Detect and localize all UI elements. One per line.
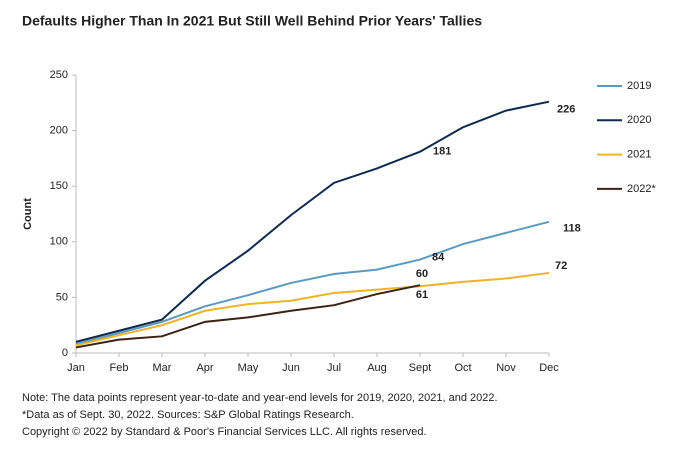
data-label: 84 — [432, 251, 445, 263]
x-tick-label: Aug — [367, 362, 387, 374]
line — [75, 284, 421, 349]
legend-label: 2021 — [627, 149, 651, 161]
data-label: 60 — [416, 268, 428, 280]
x-tick-label: Jun — [282, 362, 300, 374]
x-tick-label: Dec — [539, 362, 559, 374]
data-label: 181 — [433, 146, 451, 158]
y-tick-label: 100 — [50, 236, 68, 248]
x-tick-label: Jul — [327, 362, 341, 374]
chart-title: Defaults Higher Than In 2021 But Still W… — [22, 13, 482, 29]
y-axis-label: Count — [22, 198, 34, 230]
line — [75, 220, 550, 346]
note: Note: The data points represent year-to-… — [22, 392, 498, 404]
note: Copyright © 2022 by Standard & Poor's Fi… — [22, 426, 427, 438]
line — [75, 271, 550, 347]
x-tick-label: Sept — [409, 362, 432, 374]
note: *Data as of Sept. 30, 2022. Sources: S&P… — [22, 409, 354, 421]
x-tick-label: Jan — [67, 362, 85, 374]
y-tick-label: 50 — [56, 291, 68, 303]
data-label: 61 — [416, 289, 428, 301]
data-label: 72 — [555, 260, 567, 272]
line — [75, 100, 550, 343]
y-tick-label: 0 — [62, 347, 68, 359]
data-label: 226 — [557, 104, 575, 116]
legend-label: 2020 — [627, 114, 651, 126]
x-tick-label: Nov — [496, 362, 516, 374]
y-tick-label: 150 — [50, 180, 68, 192]
legend-label: 2022* — [627, 183, 656, 195]
data-label: 118 — [563, 223, 581, 235]
y-tick-label: 250 — [50, 69, 68, 81]
y-tick-label: 200 — [50, 125, 68, 137]
x-tick-label: Oct — [454, 362, 471, 374]
x-tick-label: Apr — [196, 362, 213, 374]
x-tick-label: Mar — [153, 362, 172, 374]
x-tick-label: May — [238, 362, 259, 374]
legend-label: 2019 — [627, 80, 651, 92]
x-tick-label: Feb — [110, 362, 129, 374]
